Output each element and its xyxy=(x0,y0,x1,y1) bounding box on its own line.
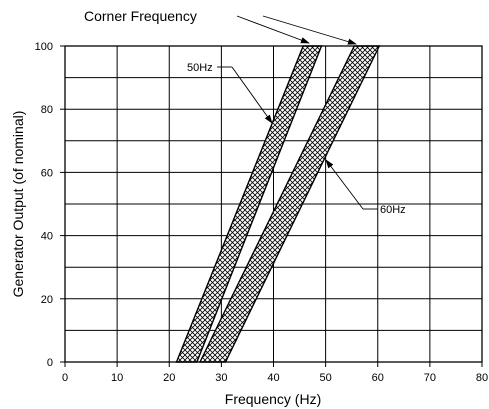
y-axis-ticks: 0 20 40 60 80 100 xyxy=(35,41,65,369)
x-tick-label: 50 xyxy=(320,372,332,384)
annotation-corner-frequency: Corner Frequency xyxy=(84,8,197,24)
x-tick-label: 10 xyxy=(111,372,123,384)
arrow-corner-frequency-left xyxy=(236,15,310,44)
x-tick-label: 40 xyxy=(267,372,279,384)
y-tick-label: 40 xyxy=(41,231,53,243)
annotation-60hz: 60Hz xyxy=(380,204,406,216)
x-tick-label: 80 xyxy=(476,372,488,384)
annotations: Corner Frequency 50Hz 60Hz xyxy=(84,8,406,216)
grid xyxy=(65,46,482,362)
arrow-50hz-diag xyxy=(231,66,273,124)
x-tick-label: 60 xyxy=(372,372,384,384)
annotation-50hz: 50Hz xyxy=(187,62,213,74)
arrow-corner-frequency-right xyxy=(262,15,357,45)
x-tick-label: 0 xyxy=(62,372,68,384)
y-tick-label: 80 xyxy=(41,104,53,116)
y-tick-label: 20 xyxy=(41,294,53,306)
x-axis-label: Frequency (Hz) xyxy=(225,391,321,407)
y-tick-label: 60 xyxy=(41,167,53,179)
arrow-60hz-diag xyxy=(325,159,364,210)
y-tick-label: 0 xyxy=(47,357,53,369)
x-tick-label: 70 xyxy=(424,372,436,384)
x-tick-label: 20 xyxy=(163,372,175,384)
x-axis-ticks: 0 10 20 30 40 50 60 70 80 xyxy=(62,362,488,384)
y-tick-label: 100 xyxy=(35,41,53,53)
x-tick-label: 30 xyxy=(215,372,227,384)
y-axis-label: Generator Output (of nominal) xyxy=(10,111,26,298)
